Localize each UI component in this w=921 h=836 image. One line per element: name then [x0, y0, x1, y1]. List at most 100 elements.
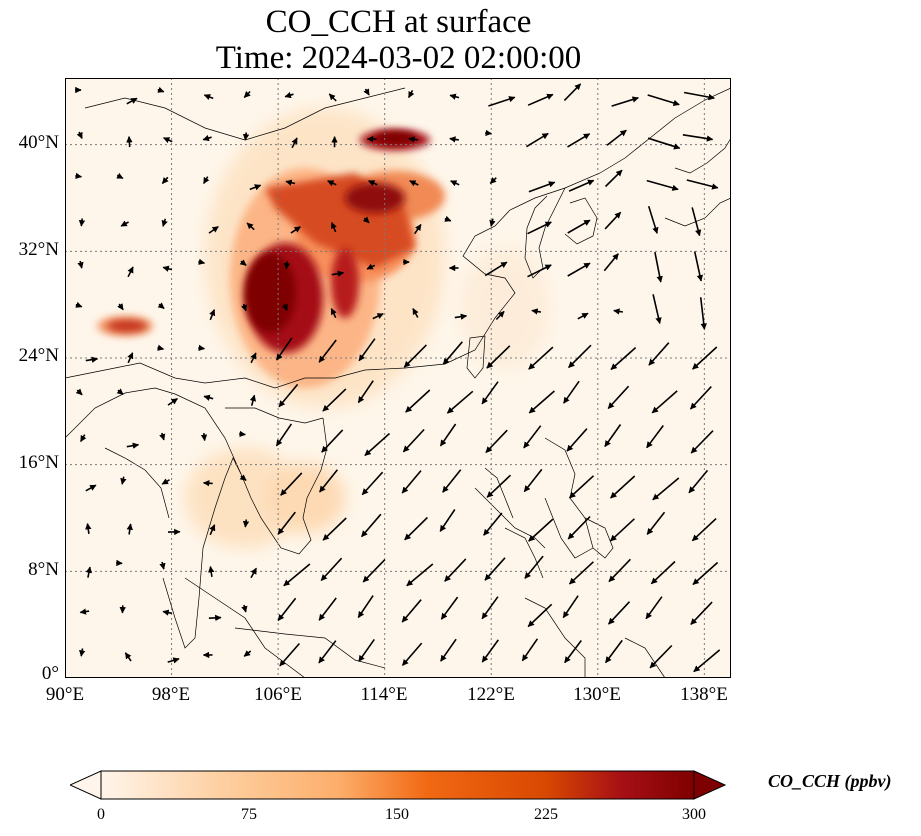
wind-arrow: [80, 434, 87, 443]
wind-arrow: [368, 180, 378, 187]
colorbar-tick-225: 225: [534, 806, 558, 823]
wind-arrow: [157, 344, 165, 351]
wind-arrow: [691, 518, 717, 542]
wind-arrow: [280, 472, 303, 496]
wind-arrow: [281, 303, 288, 312]
lat-tick-32n: 32°N: [18, 239, 59, 260]
wind-arrow: [563, 83, 582, 101]
colorbar-max-extend: [693, 770, 726, 800]
wind-arrow: [85, 356, 99, 363]
wind-arrow: [646, 511, 666, 535]
wind-arrow: [608, 601, 631, 625]
wind-arrow: [406, 563, 434, 587]
wind-arrow: [127, 352, 134, 364]
wind-arrow: [198, 258, 206, 265]
wind-vectors: [75, 83, 721, 673]
wind-arrow: [246, 222, 255, 231]
wind-arrow: [439, 423, 457, 447]
wind-arrow: [275, 337, 293, 361]
wind-arrow: [531, 308, 542, 315]
coastlines: [64, 87, 732, 679]
wind-arrow: [203, 394, 214, 401]
wind-arrow: [604, 169, 623, 188]
wind-arrow: [198, 344, 206, 352]
wind-arrow: [481, 596, 499, 620]
map-panel[interactable]: [64, 78, 732, 679]
wind-arrow: [366, 263, 376, 270]
wind-arrow: [613, 308, 624, 315]
wind-arrow: [209, 524, 216, 536]
wind-arrow: [683, 91, 715, 101]
wind-arrow: [278, 383, 299, 408]
wind-arrow: [202, 134, 212, 142]
wind-arrow: [126, 523, 133, 535]
wind-arrow: [402, 428, 425, 453]
wind-arrow: [203, 94, 214, 101]
wind-arrow: [562, 595, 579, 619]
wind-arrow: [652, 294, 662, 325]
wind-arrow: [604, 424, 622, 448]
wind-arrow: [76, 131, 83, 139]
wind-arrow: [484, 557, 506, 581]
wind-arrow: [321, 429, 344, 453]
wind-arrow: [362, 559, 386, 583]
wind-arrow: [645, 596, 663, 620]
wind-arrow: [652, 477, 680, 501]
wind-arrow: [442, 469, 462, 493]
wind-arrow: [126, 136, 133, 148]
wind-arrow: [527, 603, 553, 628]
wind-arrow: [401, 599, 422, 623]
wind-arrow: [647, 137, 681, 150]
wind-arrow: [692, 561, 719, 586]
wind-arrow: [85, 566, 93, 578]
wind-arrow: [126, 97, 138, 105]
wind-arrow: [454, 313, 468, 320]
wind-arrow: [564, 640, 582, 664]
wind-arrow: [75, 301, 83, 308]
wind-arrow: [446, 390, 474, 414]
wind-arrow: [481, 381, 499, 405]
wind-arrow: [208, 614, 222, 622]
colorbar: [70, 770, 726, 800]
wind-arrow: [163, 137, 173, 144]
wind-arrow: [567, 262, 591, 277]
wind-arrow: [127, 266, 134, 278]
wind-arrow: [159, 432, 166, 441]
wind-arrow: [444, 558, 467, 582]
wind-arrow: [361, 471, 384, 496]
wind-arrow: [239, 259, 247, 267]
wind-arrow: [327, 180, 337, 187]
wind-arrow: [609, 518, 635, 542]
wind-arrow: [208, 225, 219, 234]
wind-arrow: [606, 129, 627, 146]
wind-arrow: [362, 216, 370, 224]
wind-arrow: [567, 516, 591, 540]
wind-arrow: [284, 91, 294, 99]
wind-arrow: [568, 179, 595, 192]
wind-arrow: [412, 308, 419, 318]
lon-tick-98e: 98°E: [151, 684, 191, 705]
wind-arrow: [568, 561, 594, 585]
wind-arrow: [79, 608, 90, 615]
wind-arrow: [688, 469, 709, 494]
colorbar-gradient: [101, 771, 694, 799]
wind-arrow: [646, 179, 679, 191]
wind-arrow: [568, 344, 592, 369]
wind-arrow: [330, 308, 337, 319]
wind-arrow: [603, 253, 619, 272]
wind-arrow: [330, 222, 337, 233]
wind-arrow: [328, 93, 337, 102]
wind-arrow: [521, 638, 539, 662]
wind-arrow: [647, 205, 659, 234]
wind-arrow: [649, 644, 673, 669]
wind-arrow: [401, 642, 423, 666]
wind-arrow: [126, 442, 140, 449]
wind-arrow: [358, 338, 376, 362]
wind-arrow: [318, 640, 337, 664]
wind-arrow: [439, 509, 456, 532]
wind-arrow: [120, 220, 129, 227]
wind-arrow: [610, 347, 637, 371]
wind-arrow: [401, 470, 422, 494]
wind-arrow: [699, 297, 707, 330]
wind-arrow: [322, 388, 347, 412]
